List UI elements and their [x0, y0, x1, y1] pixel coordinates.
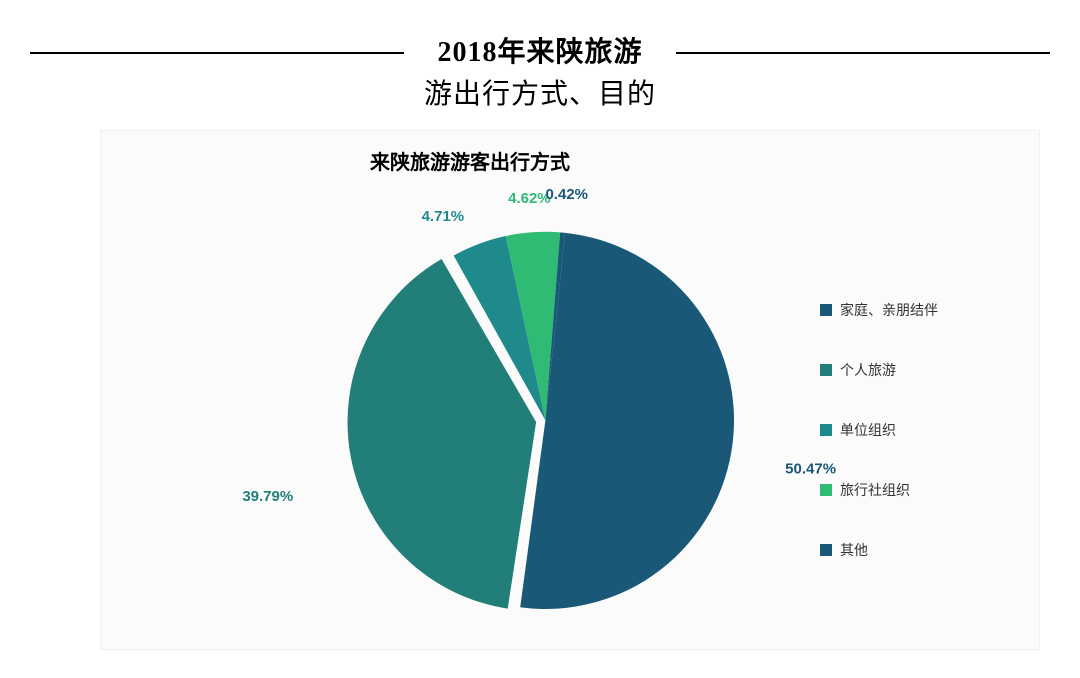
legend-item-other: 其他	[820, 540, 1000, 560]
pie-value-company: 4.71%	[422, 208, 465, 225]
legend-label: 个人旅游	[840, 360, 896, 380]
chart-card: 来陕旅游游客出行方式 50.47%39.79%4.71%4.62%0.42% 家…	[100, 130, 1040, 650]
page-title-line1: 2018年来陕旅游	[424, 30, 656, 70]
legend-item-family: 家庭、亲朋结伴	[820, 300, 1000, 320]
page-title-line2: 游出行方式、目的	[424, 72, 656, 112]
legend-swatch	[820, 304, 832, 316]
legend-label: 旅行社组织	[840, 480, 910, 500]
legend-swatch	[820, 424, 832, 436]
legend-item-solo: 个人旅游	[820, 360, 1000, 380]
legend-label: 单位组织	[840, 420, 896, 440]
legend: 家庭、亲朋结伴个人旅游单位组织旅行社组织其他	[820, 300, 1000, 600]
header: 2018年来陕旅游 游出行方式、目的	[404, 30, 676, 112]
legend-label: 家庭、亲朋结伴	[840, 300, 938, 320]
legend-swatch	[820, 364, 832, 376]
legend-label: 其他	[840, 540, 868, 560]
legend-item-agency: 旅行社组织	[820, 480, 1000, 500]
pie-chart: 50.47%39.79%4.71%4.62%0.42%	[270, 195, 700, 625]
legend-swatch	[820, 544, 832, 556]
pie-value-agency: 4.62%	[508, 190, 551, 207]
pie-value-other: 0.42%	[545, 186, 588, 203]
pie-value-solo: 39.79%	[242, 488, 293, 505]
legend-swatch	[820, 484, 832, 496]
pie-svg	[270, 195, 830, 655]
legend-item-company: 单位组织	[820, 420, 1000, 440]
chart-title: 来陕旅游游客出行方式	[100, 146, 840, 175]
